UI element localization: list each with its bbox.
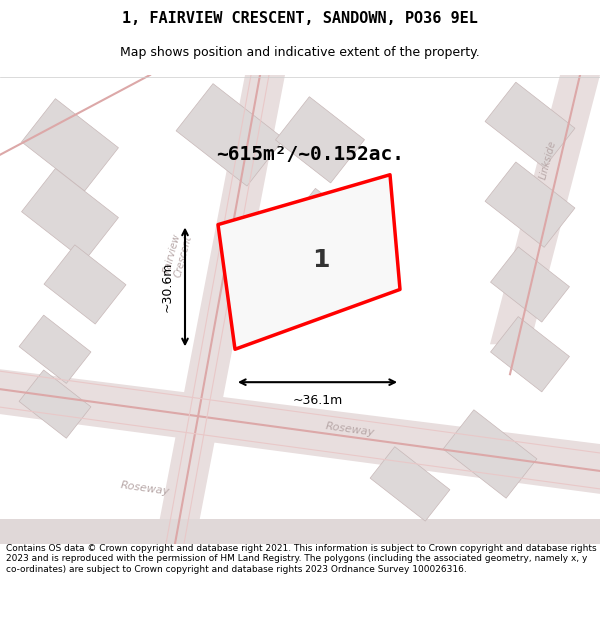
Polygon shape: [485, 82, 575, 168]
Polygon shape: [491, 247, 569, 322]
Polygon shape: [22, 169, 118, 261]
Polygon shape: [490, 75, 600, 344]
Text: Fairview
Crescent: Fairview Crescent: [162, 231, 194, 278]
Text: Map shows position and indicative extent of the property.: Map shows position and indicative extent…: [120, 46, 480, 59]
Polygon shape: [485, 162, 575, 248]
Polygon shape: [176, 84, 284, 186]
Polygon shape: [44, 245, 126, 324]
Text: ~615m²/~0.152ac.: ~615m²/~0.152ac.: [216, 145, 404, 164]
Polygon shape: [281, 188, 379, 281]
Text: Linkside: Linkside: [538, 139, 558, 181]
Polygon shape: [19, 315, 91, 383]
Text: Roseway: Roseway: [325, 421, 376, 437]
Text: 1, FAIRVIEW CRESCENT, SANDOWN, PO36 9EL: 1, FAIRVIEW CRESCENT, SANDOWN, PO36 9EL: [122, 11, 478, 26]
Text: Roseway: Roseway: [119, 481, 170, 498]
Text: 1: 1: [312, 248, 329, 271]
Polygon shape: [22, 99, 118, 191]
Polygon shape: [275, 97, 365, 183]
Polygon shape: [370, 447, 450, 521]
Text: ~30.6m: ~30.6m: [161, 262, 173, 312]
Polygon shape: [19, 370, 91, 438]
Polygon shape: [0, 369, 600, 494]
Polygon shape: [155, 75, 285, 544]
Text: Contains OS data © Crown copyright and database right 2021. This information is : Contains OS data © Crown copyright and d…: [6, 544, 596, 574]
Polygon shape: [443, 410, 537, 498]
Polygon shape: [218, 175, 400, 349]
Text: ~36.1m: ~36.1m: [292, 394, 343, 407]
Polygon shape: [491, 317, 569, 392]
Polygon shape: [0, 519, 600, 544]
